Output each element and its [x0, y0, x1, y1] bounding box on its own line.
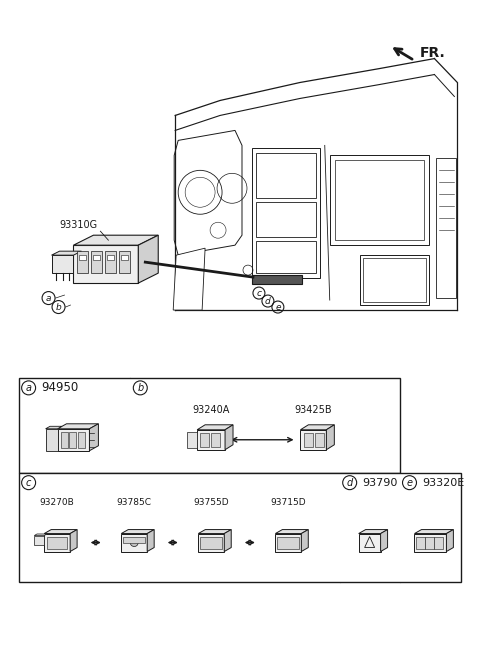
Polygon shape: [173, 248, 205, 310]
Text: 93310G: 93310G: [60, 220, 97, 230]
Bar: [363, 258, 426, 302]
Bar: [197, 430, 225, 450]
Text: d: d: [265, 297, 271, 305]
Bar: [256, 153, 316, 198]
Bar: [94, 255, 100, 260]
Text: FR.: FR.: [420, 46, 445, 60]
Bar: [211, 433, 220, 447]
Bar: [46, 429, 58, 451]
Bar: [34, 536, 44, 544]
Bar: [359, 534, 381, 552]
Text: c: c: [26, 477, 31, 488]
Polygon shape: [300, 425, 335, 430]
Bar: [252, 275, 302, 284]
Polygon shape: [147, 530, 154, 552]
Polygon shape: [89, 424, 98, 451]
Polygon shape: [359, 530, 387, 534]
Text: 93755D: 93755D: [193, 498, 229, 507]
Bar: [121, 255, 128, 260]
Polygon shape: [34, 534, 47, 536]
Bar: [256, 241, 316, 273]
Polygon shape: [51, 251, 82, 255]
Polygon shape: [276, 530, 308, 534]
Polygon shape: [301, 530, 308, 552]
Bar: [434, 536, 444, 548]
Bar: [252, 149, 320, 278]
Polygon shape: [224, 530, 231, 552]
Bar: [58, 429, 89, 451]
Polygon shape: [58, 424, 98, 429]
Bar: [436, 159, 456, 298]
Bar: [187, 432, 197, 448]
Bar: [200, 433, 209, 447]
Bar: [106, 251, 116, 273]
Bar: [44, 534, 70, 552]
Text: 93715D: 93715D: [271, 498, 306, 507]
Text: 93240A: 93240A: [192, 405, 230, 415]
Bar: [277, 536, 300, 548]
Bar: [78, 432, 85, 448]
Text: 93320E: 93320E: [422, 477, 465, 488]
Bar: [200, 536, 222, 548]
Text: 93785C: 93785C: [117, 498, 152, 507]
Polygon shape: [51, 255, 73, 273]
Bar: [256, 202, 316, 237]
Text: 94950: 94950: [42, 381, 79, 394]
Bar: [276, 534, 301, 552]
Polygon shape: [225, 425, 233, 450]
Bar: [91, 251, 102, 273]
Text: b: b: [137, 383, 144, 393]
Bar: [77, 251, 88, 273]
Text: e: e: [407, 477, 412, 488]
Text: b: b: [56, 303, 61, 312]
Text: a: a: [25, 383, 32, 393]
Text: d: d: [347, 477, 353, 488]
Polygon shape: [198, 530, 231, 534]
Polygon shape: [121, 530, 154, 534]
Polygon shape: [415, 530, 454, 534]
Text: a: a: [46, 293, 51, 303]
Text: 93270B: 93270B: [40, 498, 74, 507]
Bar: [108, 255, 114, 260]
Polygon shape: [73, 235, 158, 245]
Bar: [315, 433, 324, 447]
Text: 93425B: 93425B: [295, 405, 332, 415]
Polygon shape: [46, 426, 62, 429]
Bar: [19, 473, 461, 582]
Polygon shape: [70, 530, 77, 552]
Bar: [60, 432, 68, 448]
Bar: [415, 534, 446, 552]
Bar: [70, 432, 76, 448]
Bar: [425, 536, 434, 548]
Bar: [417, 536, 425, 548]
Polygon shape: [326, 425, 335, 450]
Polygon shape: [381, 530, 387, 552]
Bar: [19, 378, 399, 473]
Text: c: c: [256, 289, 262, 297]
Bar: [123, 536, 145, 542]
Bar: [330, 155, 430, 245]
Polygon shape: [44, 530, 77, 534]
Bar: [47, 536, 67, 548]
Bar: [73, 245, 138, 283]
Bar: [360, 255, 430, 305]
Bar: [121, 534, 147, 552]
Polygon shape: [446, 530, 454, 552]
Bar: [304, 433, 313, 447]
Polygon shape: [197, 425, 233, 430]
Bar: [80, 255, 86, 260]
Bar: [300, 430, 326, 450]
Bar: [198, 534, 224, 552]
Bar: [120, 251, 130, 273]
Text: 93790: 93790: [363, 477, 398, 488]
Circle shape: [130, 538, 138, 546]
Bar: [335, 160, 424, 240]
Polygon shape: [138, 235, 158, 283]
Text: e: e: [275, 303, 281, 312]
